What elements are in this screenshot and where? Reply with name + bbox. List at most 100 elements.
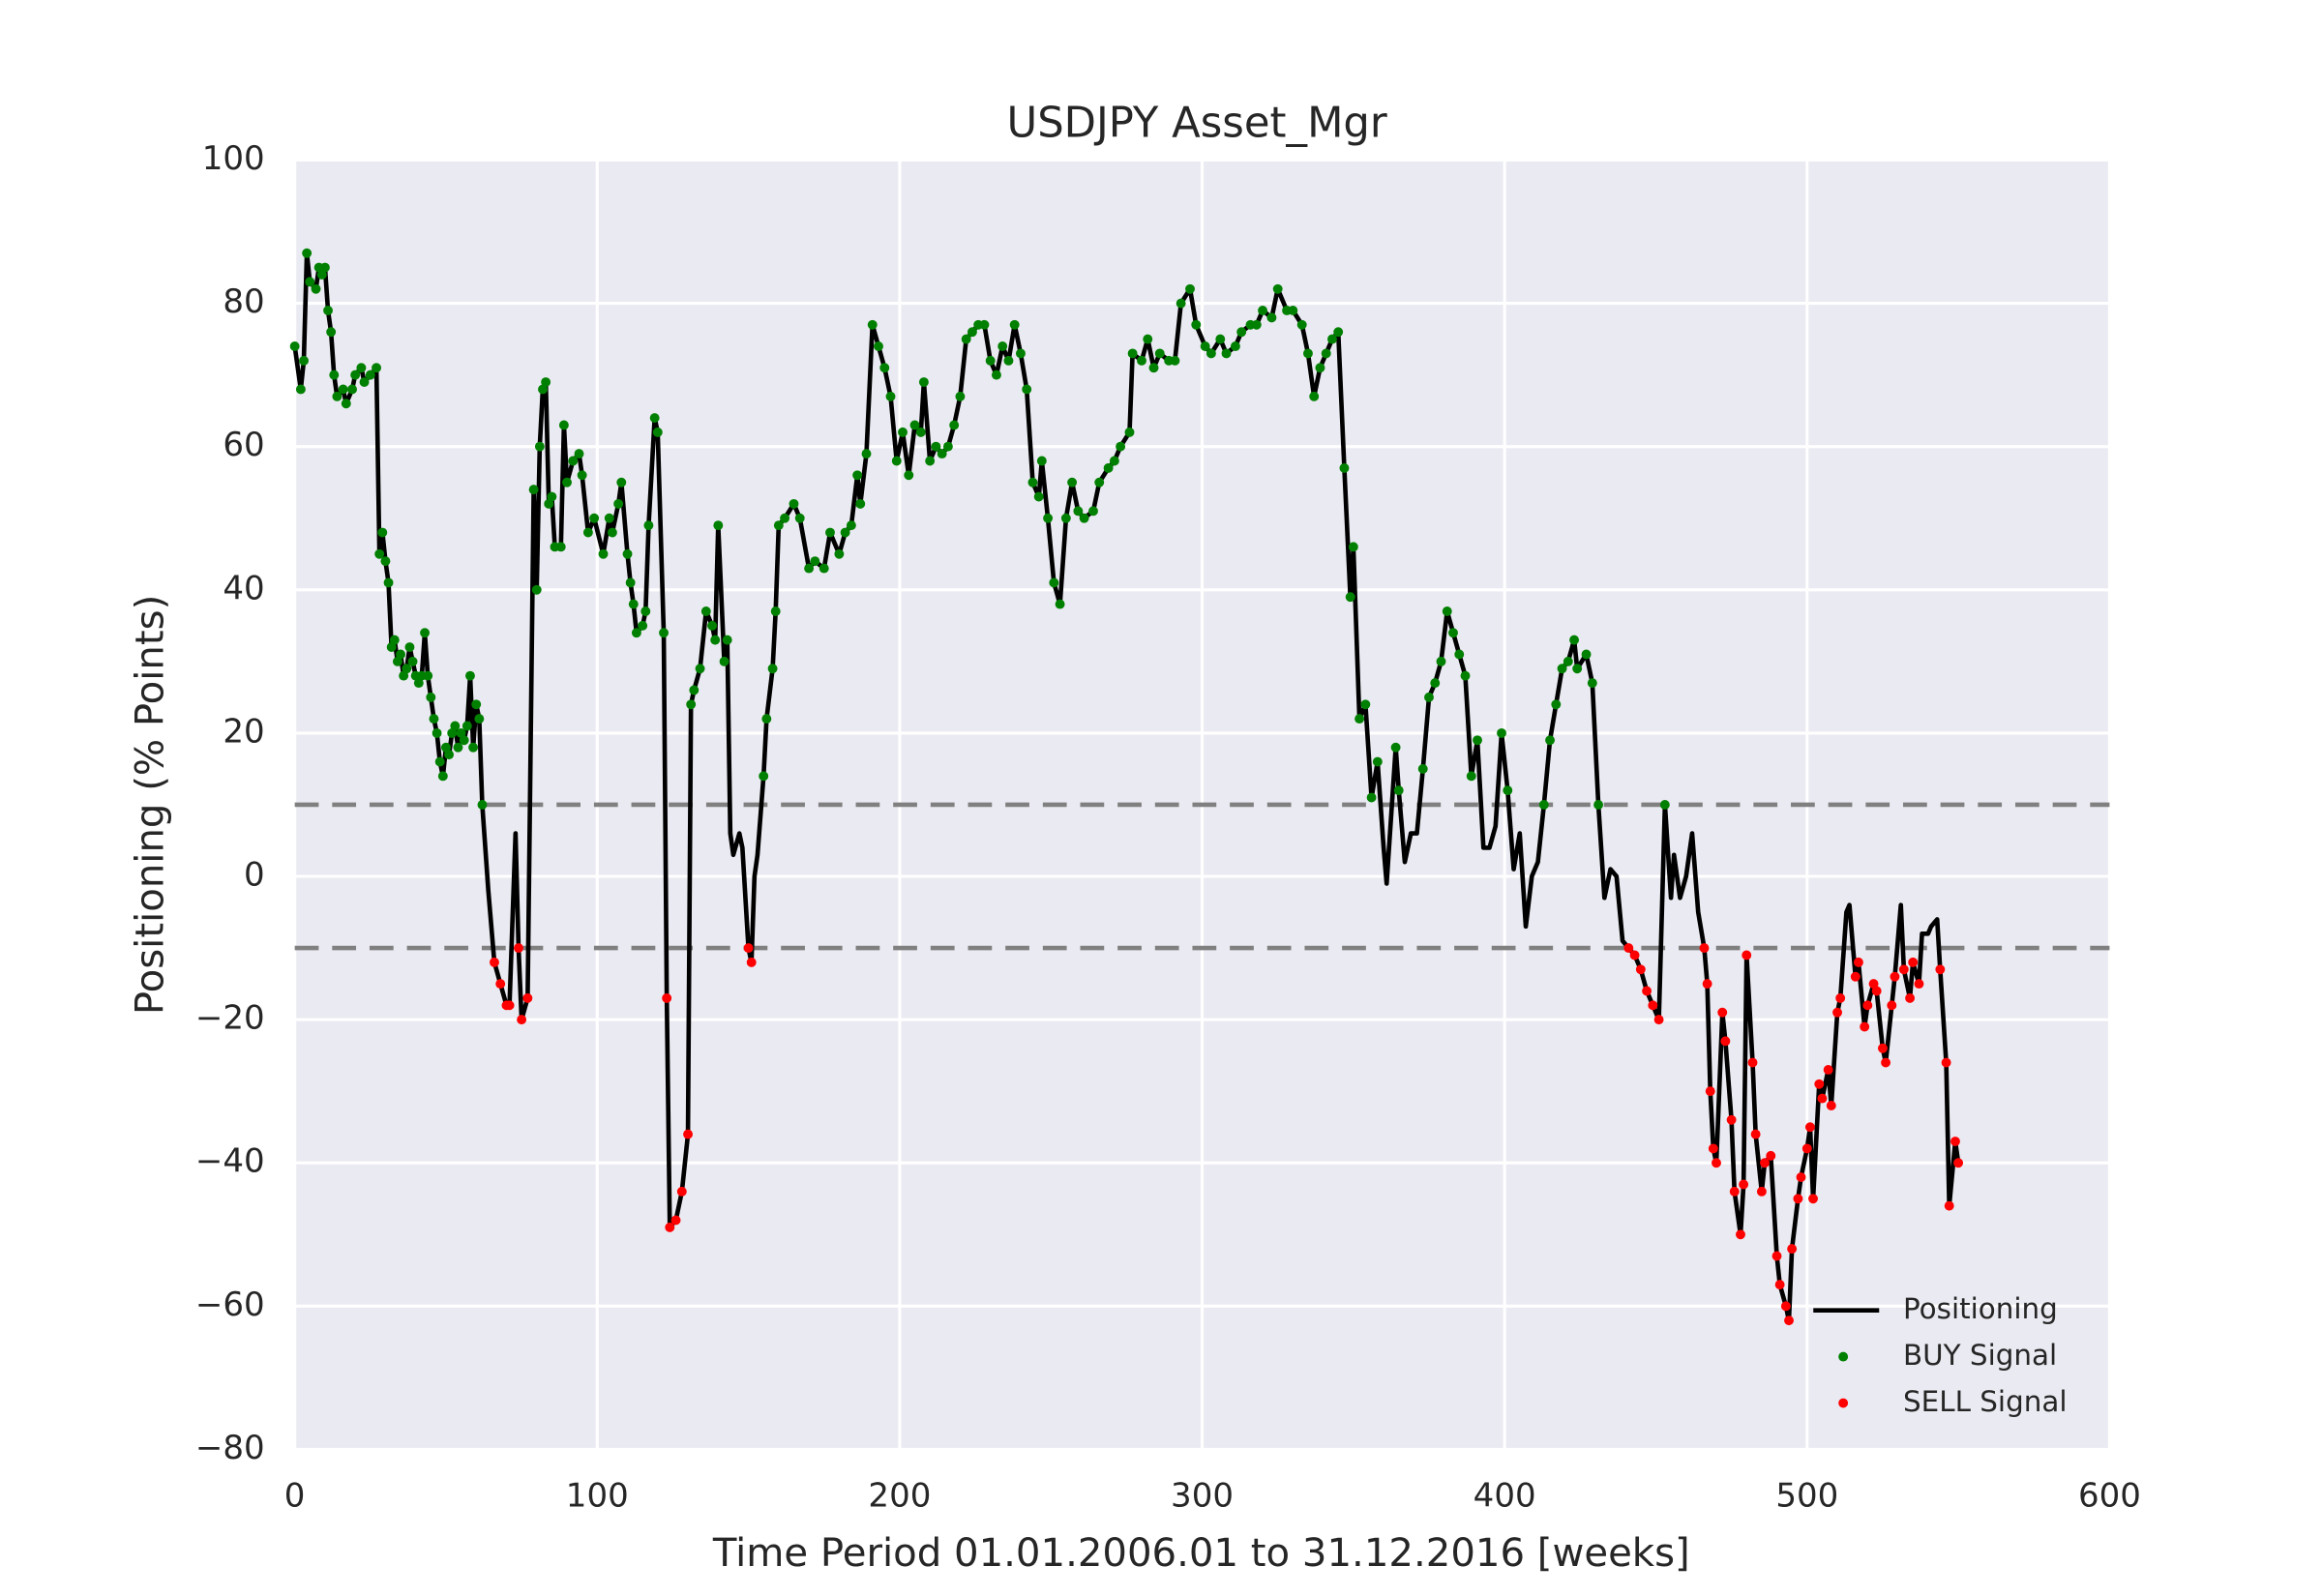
legend-dot [1838,1351,1849,1362]
buy-signal-dot [477,800,488,810]
sell-signal-dot [1623,943,1634,954]
buy-signal-dot [332,391,342,401]
buy-signal-dot [810,556,820,567]
buy-signal-dot [1581,649,1592,660]
buy-signal-dot [804,563,815,574]
sell-signal-dot [1953,1158,1964,1168]
buy-signal-dot [562,477,572,488]
y-tick-label: 80 [223,282,264,321]
buy-signal-dot [323,306,333,315]
sell-signal-dot [1908,957,1919,967]
buy-signal-dot [1497,727,1506,738]
buy-signal-dot [1176,298,1186,309]
buy-signal-dot [1587,678,1597,689]
buy-signal-dot [879,363,890,373]
buy-signal-dot [1327,334,1337,344]
buy-signal-dot [997,341,1008,351]
sell-signal-dot [683,1129,694,1139]
buy-signal-dot [1393,785,1404,796]
sell-signal-dot [1629,950,1640,961]
sell-signal-dot [1877,1043,1888,1053]
buy-signal-dot [392,656,402,666]
buy-signal-dot [1333,327,1344,338]
buy-signal-dot [399,670,409,681]
buy-signal-dot [722,635,732,645]
legend-dot [1838,1398,1849,1408]
buy-signal-dot [1309,391,1320,401]
sell-signal-dot [1941,1057,1951,1068]
sell-signal-dot [1780,1301,1791,1312]
buy-signal-dot [1288,306,1298,315]
buy-signal-dot [396,649,406,660]
buy-signal-dot [289,341,300,351]
sell-signal-dot [1935,964,1946,975]
buy-signal-dot [622,548,633,559]
buy-signal-dot [574,449,584,459]
sell-signal-dot [676,1186,687,1197]
sell-signal-dot [1796,1172,1806,1182]
buy-signal-dot [1593,800,1604,810]
buy-signal-dot [1055,599,1065,609]
buy-signal-dot [761,714,772,724]
buy-signal-dot [1424,692,1434,702]
buy-signal-dot [1116,441,1126,452]
sell-signal-dot [1750,1129,1761,1139]
buy-signal-dot [547,491,557,502]
buy-signal-dot [767,664,778,674]
sell-signal-dot [662,992,672,1003]
sell-signal-dot [665,1222,675,1232]
buy-signal-dot [544,498,554,509]
buy-signal-dot [773,520,784,531]
buy-signal-dot [598,548,609,559]
sell-signal-dot [1950,1137,1960,1146]
sell-signal-dot [1914,979,1924,990]
buy-signal-dot [1348,542,1358,552]
chart-title: USDJPY Asset_Mgr [1007,99,1387,147]
sell-signal-dot [504,1000,515,1011]
buy-signal-dot [852,470,863,481]
buy-signal-dot [1315,363,1325,373]
buy-signal-dot [1563,656,1573,666]
y-tick-label: 0 [244,856,265,895]
buy-signal-dot [1049,577,1059,588]
buy-signal-dot [979,319,990,330]
buy-signal-dot [659,628,669,638]
sell-signal-dot [1648,1000,1658,1011]
buy-signal-dot [1272,283,1283,294]
sell-signal-dot [1898,964,1909,975]
buy-signal-dot [1200,341,1210,351]
buy-signal-dot [834,548,845,559]
buy-signal-dot [1258,306,1267,315]
buy-signal-dot [1390,742,1401,753]
buy-signal-dot [1127,348,1138,359]
sell-signal-dot [1742,950,1752,961]
buy-signal-dot [465,670,475,681]
buy-signal-dot [1466,771,1476,782]
buy-signal-dot [616,477,627,488]
buy-signal-dot [942,441,953,452]
buy-signal-dot [909,420,920,430]
sell-signal-dot [1720,1036,1731,1047]
sell-signal-dot [1881,1057,1891,1068]
buy-signal-dot [1659,800,1670,810]
buy-signal-dot [538,384,548,395]
x-tick-label: 0 [284,1476,306,1515]
sell-signal-dot [1808,1194,1818,1204]
buy-signal-dot [961,334,971,344]
sell-signal-dot [495,979,506,990]
buy-signal-dot [1094,477,1105,488]
buy-signal-dot [441,742,451,753]
buy-signal-dot [1215,334,1226,344]
buy-signal-dot [1103,462,1114,473]
sell-signal-dot [514,943,523,954]
sell-signal-dot [1871,986,1882,996]
sell-signal-dot [1702,979,1712,990]
buy-signal-dot [1236,327,1247,338]
buy-signal-dot [770,606,781,616]
buy-signal-dot [432,727,442,738]
buy-signal-dot [1503,785,1513,796]
buy-signal-dot [1060,513,1071,523]
sell-signal-dot [517,1015,527,1025]
buy-signal-dot [468,742,479,753]
buy-signal-dot [444,750,455,760]
